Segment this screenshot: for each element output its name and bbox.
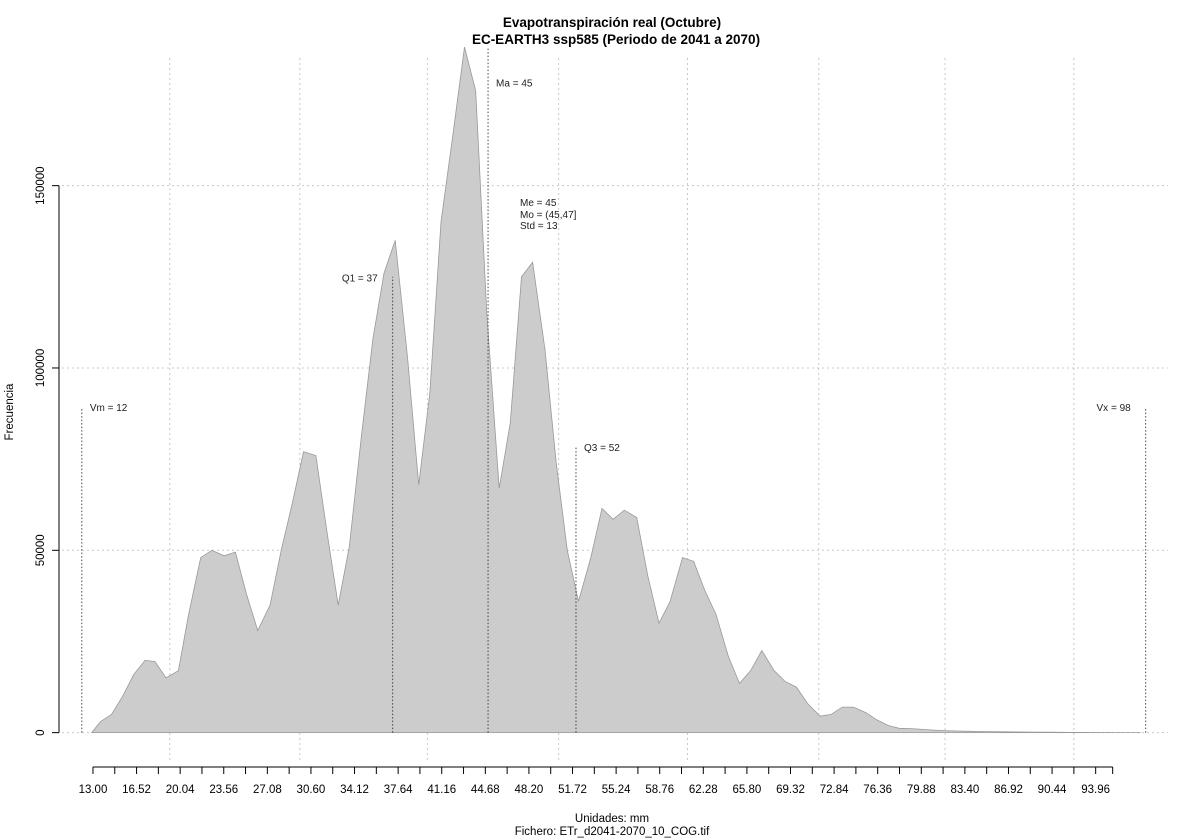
x-tick-label: 48.20 — [515, 784, 544, 796]
x-tick-label: 51.72 — [558, 784, 587, 796]
x-tick-label: 34.12 — [340, 784, 369, 796]
x-tick-label: 23.56 — [209, 784, 238, 796]
x-axis-label: Unidades: mm — [575, 813, 649, 825]
file-caption: Fichero: ETr_d2041-2070_10_COG.tif — [515, 826, 710, 838]
x-tick-label: 16.52 — [122, 784, 151, 796]
x-tick-label: 30.60 — [297, 784, 326, 796]
x-tick-label: 58.76 — [645, 784, 674, 796]
stat-label: Vx = 98 — [1097, 403, 1132, 414]
y-tick-label: 100000 — [35, 349, 47, 387]
stat-std: Std = 13 — [520, 221, 558, 232]
x-tick-label: 13.00 — [79, 784, 108, 796]
x-tick-label: 44.68 — [471, 784, 500, 796]
x-tick-label: 93.96 — [1081, 784, 1110, 796]
y-tick-label: 50000 — [35, 534, 47, 566]
x-tick-label: 27.08 — [253, 784, 282, 796]
stat-layer: Vm = 12 Q1 = 37 Ma = 45 Q3 = 52 Vx = 98 — [81, 47, 1147, 733]
x-tick-label: 41.16 — [427, 784, 456, 796]
x-tick-label: 69.32 — [776, 784, 805, 796]
x-tick-label: 79.88 — [907, 784, 936, 796]
chart-title: Evapotranspiración real (Octubre) — [503, 15, 721, 30]
x-tick-label: 62.28 — [689, 784, 718, 796]
stat-label: Ma = 45 — [496, 79, 533, 90]
x-tick-label: 55.24 — [602, 784, 631, 796]
stat-label: Q1 = 37 — [342, 274, 378, 285]
x-tick-label: 20.04 — [166, 784, 195, 796]
x-tick-label: 86.92 — [994, 784, 1023, 796]
y-axis-label: Frecuencia — [4, 383, 16, 440]
stat-label: Q3 = 52 — [584, 443, 620, 454]
y-tick-label: 150000 — [35, 166, 47, 204]
y-tick-label: 0 — [35, 729, 47, 735]
x-tick-label: 90.44 — [1038, 784, 1067, 796]
stat-median: Me = 45 — [520, 198, 557, 209]
x-tick-label: 37.64 — [384, 784, 413, 796]
x-tick-label: 65.80 — [733, 784, 762, 796]
grid-layer — [62, 58, 1168, 760]
axis-layer: 13.00 16.52 20.04 23.56 27.08 30.60 34.12 37.64… — [35, 166, 1114, 796]
chart-subtitle: EC-EARTH3 ssp585 (Periodo de 2041 a 2070… — [472, 32, 760, 47]
x-tick-label: 72.84 — [820, 784, 849, 796]
x-tick-label: 83.40 — [950, 784, 979, 796]
stat-mode: Mo = (45,47] — [520, 210, 577, 221]
stat-label: Vm = 12 — [90, 403, 128, 414]
frequency-area — [90, 47, 1141, 733]
x-tick-label: 76.36 — [863, 784, 892, 796]
